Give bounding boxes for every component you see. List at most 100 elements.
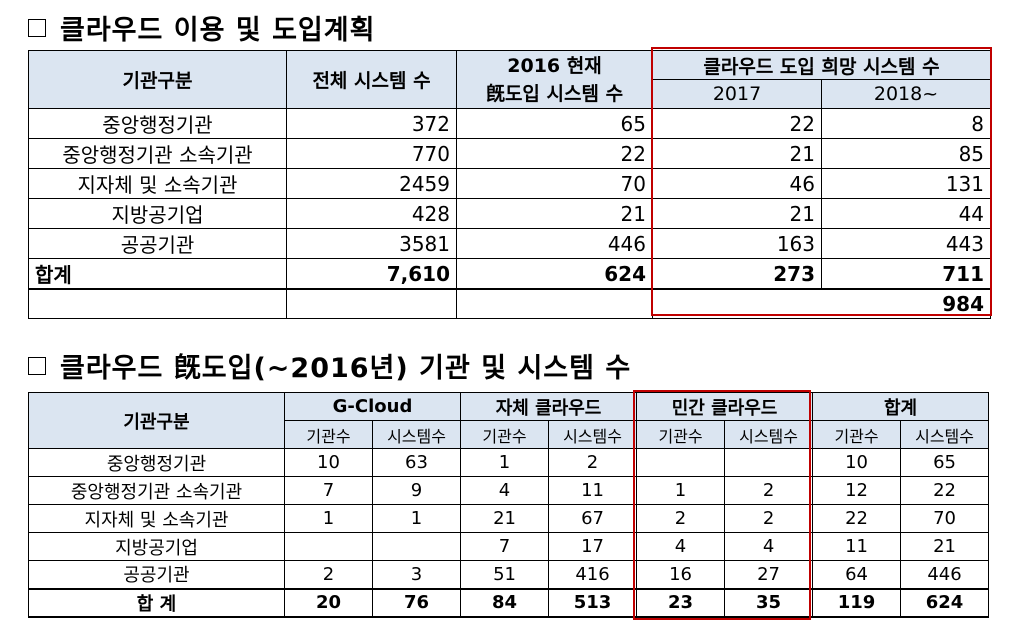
header-orgs: 기관수: [284, 420, 373, 449]
row-private-orgs: [636, 448, 726, 477]
row-private-orgs: 1: [636, 476, 726, 505]
row-own-orgs: 1: [460, 448, 550, 477]
header-sum: 합계: [812, 392, 990, 421]
row-adopted: 65: [456, 108, 653, 139]
row-sum-systems: 22: [900, 476, 990, 505]
row-2018: 85: [820, 138, 992, 169]
total-row-name: 합계: [28, 258, 287, 290]
table-row: 공공기관 2 3 51 416 16 27 64 446: [28, 560, 990, 589]
total-row-adopted: 624: [456, 258, 653, 290]
row-private-systems: 2: [724, 504, 814, 533]
row-gcloud-orgs: 10: [284, 448, 373, 477]
table-row: 지방공기업 428 21 21 44: [28, 198, 992, 229]
row-sum-systems: 446: [900, 560, 990, 589]
table-row: 지자체 및 소속기관 1 1 21 67 2 2 22 70: [28, 504, 990, 533]
header-own-cloud: 자체 클라우드: [460, 392, 638, 421]
row-sum-systems: 70: [900, 504, 990, 533]
total-row: 합 계 20 76 84 513 23 35 119 624: [28, 587, 990, 618]
row-private-orgs: 2: [636, 504, 726, 533]
header-adopted-line2: 旣도입 시스템 수: [485, 82, 624, 105]
row-name: 지자체 및 소속기관: [28, 168, 287, 199]
header-systems: 시스템수: [548, 420, 638, 449]
row-2017: 21: [652, 198, 822, 229]
table-row: 중앙행정기관 10 63 1 2 10 65: [28, 448, 990, 477]
section2-title-text: 클라우드 旣도입(~2016년) 기관 및 시스템 수: [60, 353, 632, 384]
total-row-total: 7,610: [286, 258, 457, 290]
row-name: 중앙행정기관 소속기관: [28, 476, 285, 505]
table-row: 지방공기업 7 17 4 4 11 21: [28, 532, 990, 561]
row-sum-orgs: 12: [812, 476, 902, 505]
header-org: 기관구분: [28, 392, 285, 449]
table-row: 공공기관 3581 446 163 443: [28, 228, 992, 259]
header-systems: 시스템수: [900, 420, 990, 449]
header-adopted-line1: 2016 현재: [507, 54, 602, 77]
row-adopted: 22: [456, 138, 653, 169]
row-2017: 21: [652, 138, 822, 169]
row-private-systems: 27: [724, 560, 814, 589]
table-row: 중앙행정기관 소속기관 770 22 21 85: [28, 138, 992, 169]
row-own-orgs: 7: [460, 532, 550, 561]
row-private-systems: [724, 448, 814, 477]
row-private-systems: 2: [724, 476, 814, 505]
total-gcloud-orgs: 20: [284, 587, 373, 618]
header-orgs: 기관수: [636, 420, 726, 449]
row-own-orgs: 51: [460, 560, 550, 589]
table-row: 지자체 및 소속기관 2459 70 46 131: [28, 168, 992, 199]
header-orgs: 기관수: [812, 420, 902, 449]
header-plan-2018: 2018~: [820, 79, 992, 109]
table-row: 중앙행정기관 372 65 22 8: [28, 108, 992, 139]
row-own-systems: 416: [548, 560, 638, 589]
row-2018: 131: [820, 168, 992, 199]
cloud-plan-table: 기관구분 전체 시스템 수 2016 현재 旣도입 시스템 수 클라우드 도입 …: [28, 50, 992, 319]
total-sum-systems: 624: [900, 587, 990, 618]
row-2017: 163: [652, 228, 822, 259]
grand-total-empty: [286, 288, 457, 319]
row-sum-systems: 65: [900, 448, 990, 477]
row-gcloud-orgs: 7: [284, 476, 373, 505]
row-gcloud-systems: 9: [371, 476, 462, 505]
header-org: 기관구분: [28, 50, 287, 109]
row-adopted: 70: [456, 168, 653, 199]
row-2018: 443: [820, 228, 992, 259]
header-systems: 시스템수: [371, 420, 462, 449]
row-name: 지자체 및 소속기관: [28, 504, 285, 533]
total-gcloud-systems: 76: [371, 587, 462, 618]
row-name: 중앙행정기관 소속기관: [28, 138, 287, 169]
row-2018: 8: [820, 108, 992, 139]
row-total: 2459: [286, 168, 457, 199]
cloud-adopted-table: 기관구분 G-Cloud 자체 클라우드 민간 클라우드 합계 기관수 시스템수…: [28, 392, 990, 618]
checkbox-square-icon: [28, 18, 46, 37]
row-private-systems: 4: [724, 532, 814, 561]
total-row-2018: 711: [820, 258, 992, 290]
total-row-name: 합 계: [28, 587, 285, 618]
row-name: 공공기관: [28, 560, 285, 589]
row-gcloud-orgs: [284, 532, 373, 561]
row-gcloud-orgs: 1: [284, 504, 373, 533]
row-name: 중앙행정기관: [28, 448, 285, 477]
row-own-systems: 67: [548, 504, 638, 533]
header-plan-2017: 2017: [652, 79, 822, 109]
section1-title: 클라우드 이용 및 도입계획: [28, 8, 375, 47]
row-sum-orgs: 22: [812, 504, 902, 533]
total-own-systems: 513: [548, 587, 638, 618]
row-total: 428: [286, 198, 457, 229]
row-sum-orgs: 11: [812, 532, 902, 561]
row-name: 공공기관: [28, 228, 287, 259]
total-private-orgs: 23: [636, 587, 726, 618]
row-own-orgs: 4: [460, 476, 550, 505]
row-own-systems: 11: [548, 476, 638, 505]
row-2017: 22: [652, 108, 822, 139]
row-sum-orgs: 10: [812, 448, 902, 477]
header-total-systems: 전체 시스템 수: [286, 50, 457, 109]
row-name: 지방공기업: [28, 532, 285, 561]
row-gcloud-systems: [371, 532, 462, 561]
section2-title: 클라우드 旣도입(~2016년) 기관 및 시스템 수: [28, 346, 631, 385]
total-row-2017: 273: [652, 258, 822, 290]
row-total: 3581: [286, 228, 457, 259]
row-name: 중앙행정기관: [28, 108, 287, 139]
checkbox-square-icon: [28, 356, 46, 375]
row-own-systems: 2: [548, 448, 638, 477]
row-sum-systems: 21: [900, 532, 990, 561]
total-row: 합계 7,610 624 273 711: [28, 258, 992, 290]
header-plan: 클라우드 도입 희망 시스템 수: [651, 50, 992, 80]
